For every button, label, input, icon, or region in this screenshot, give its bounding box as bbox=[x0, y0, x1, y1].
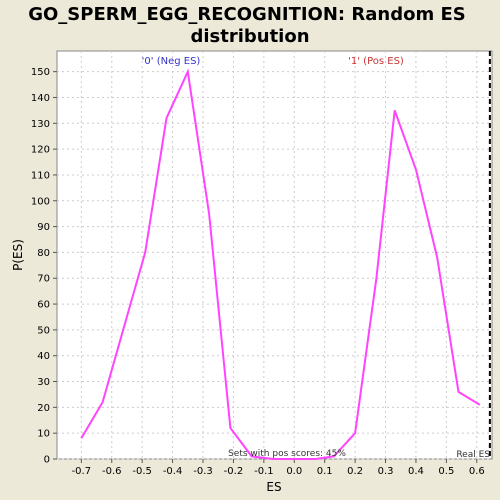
x-tick-label: 0.6 bbox=[469, 466, 485, 477]
y-tick-label: 20 bbox=[37, 403, 50, 414]
x-tick-label: 0.3 bbox=[378, 466, 394, 477]
x-tick-label: 0.5 bbox=[438, 466, 454, 477]
x-tick-label: -0.4 bbox=[163, 466, 183, 477]
x-tick-label: 0.1 bbox=[317, 466, 333, 477]
x-tick-label: 0.0 bbox=[286, 466, 302, 477]
x-axis-ticks: -0.7 -0.6 -0.5 -0.4 -0.3 -0.2 -0.1 0.0 0.1 0.2 0.3… bbox=[72, 459, 485, 477]
pos-es-label: '1' (Pos ES) bbox=[348, 56, 404, 67]
y-tick-label: 120 bbox=[31, 145, 50, 156]
pos-scores-label: Sets with pos scores: 45% bbox=[228, 449, 346, 459]
series-line bbox=[80, 68, 481, 460]
y-tick-label: 80 bbox=[37, 248, 50, 259]
x-tick-label: -0.3 bbox=[193, 466, 213, 477]
y-tick-label: 100 bbox=[31, 196, 50, 207]
x-axis-label: ES bbox=[266, 480, 281, 494]
plot-area bbox=[56, 50, 493, 460]
x-tick-label: -0.2 bbox=[224, 466, 244, 477]
neg-es-label: '0' (Neg ES) bbox=[142, 56, 201, 67]
y-tick-label: 110 bbox=[31, 170, 50, 181]
y-tick-label: 30 bbox=[37, 377, 50, 388]
x-tick-label: 0.4 bbox=[408, 466, 424, 477]
y-tick-label: 10 bbox=[37, 429, 50, 440]
real-es-label: Real ES bbox=[456, 450, 490, 460]
y-tick-label: 140 bbox=[31, 93, 50, 104]
y-axis-ticks: 0 10 20 30 40 50 60 70 80 90 100 110 120 130 140 150 bbox=[31, 67, 57, 466]
y-tick-label: 90 bbox=[37, 222, 50, 233]
chart-title-line2: distribution bbox=[190, 26, 309, 47]
x-tick-label: -0.5 bbox=[132, 466, 152, 477]
x-tick-label: -0.1 bbox=[254, 466, 274, 477]
grid-lines bbox=[57, 51, 492, 460]
y-tick-label: 0 bbox=[44, 455, 50, 466]
y-tick-label: 40 bbox=[37, 351, 50, 362]
y-axis-label: P(ES) bbox=[11, 239, 25, 271]
y-tick-label: 50 bbox=[37, 325, 50, 336]
y-tick-label: 70 bbox=[37, 274, 50, 285]
y-tick-label: 60 bbox=[37, 300, 50, 311]
x-tick-label: 0.2 bbox=[347, 466, 363, 477]
chart-title-line1: GO_SPERM_EGG_RECOGNITION: Random ES bbox=[28, 4, 466, 25]
y-tick-label: 150 bbox=[31, 67, 50, 78]
x-tick-label: -0.6 bbox=[102, 466, 122, 477]
x-tick-label: -0.7 bbox=[72, 466, 92, 477]
y-tick-label: 130 bbox=[31, 119, 50, 130]
